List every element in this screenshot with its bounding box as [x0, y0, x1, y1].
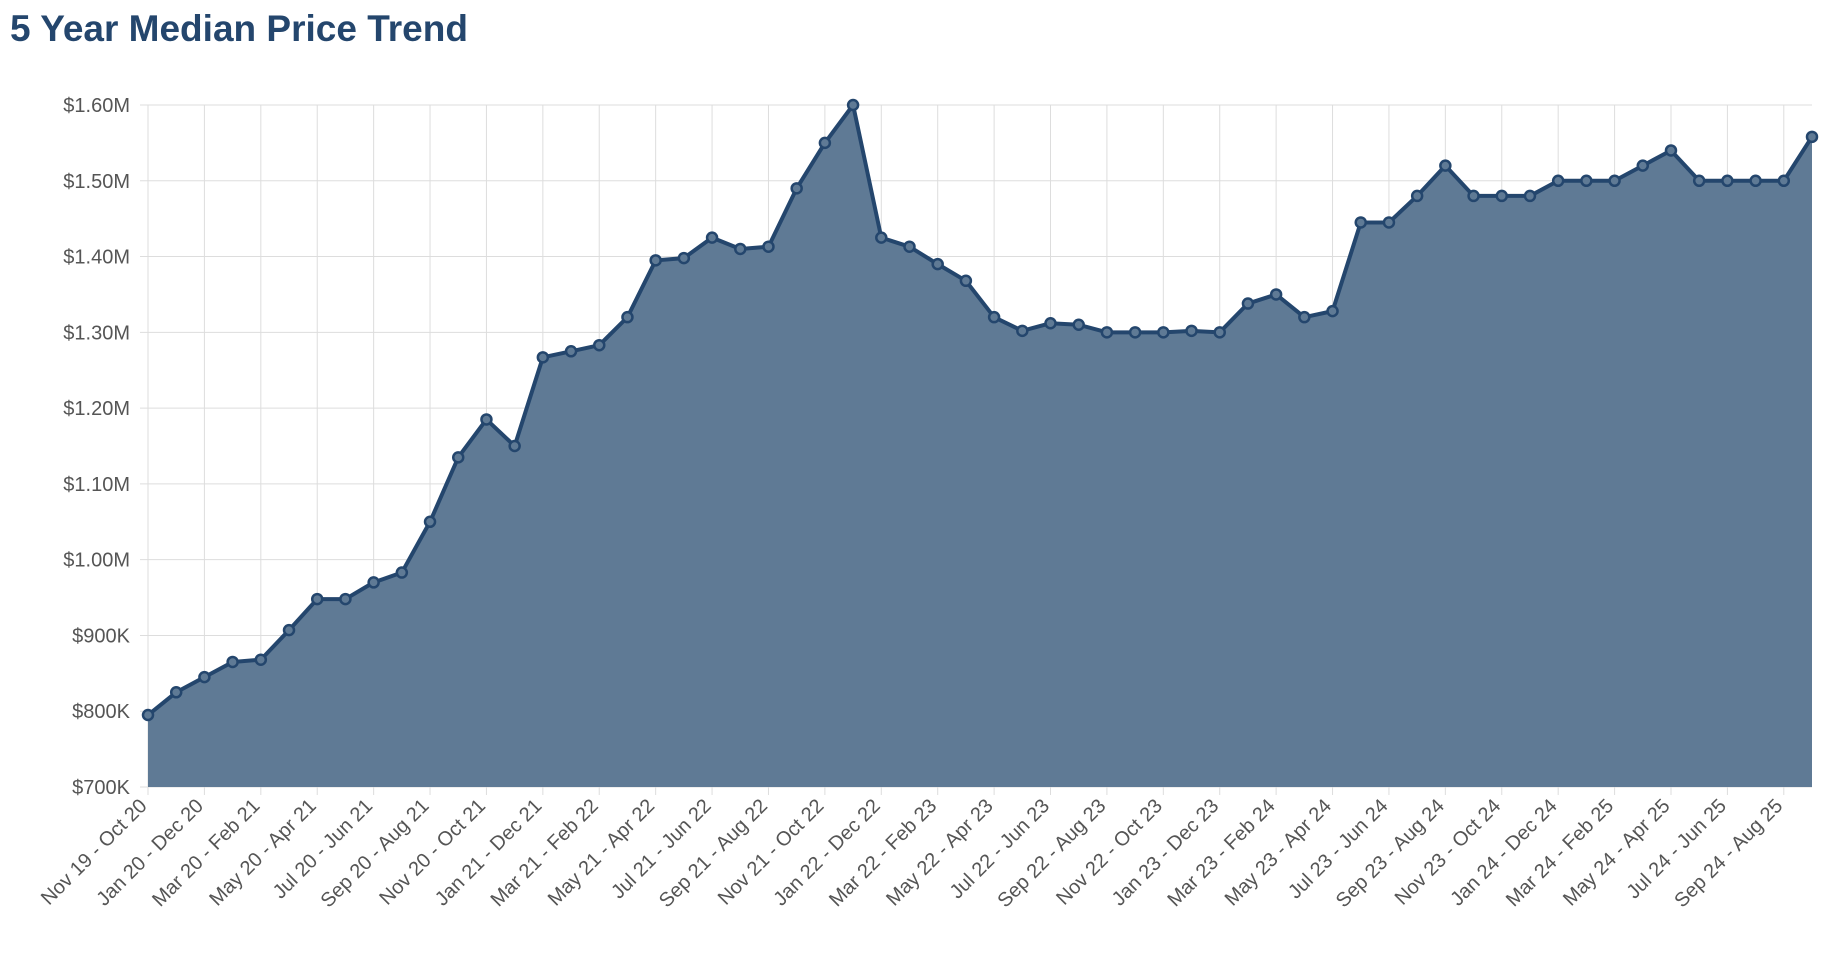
price-point[interactable] [959, 274, 973, 288]
price-point[interactable] [734, 242, 747, 256]
y-tick-label: $1.20M [63, 398, 130, 420]
price-point[interactable] [141, 708, 155, 722]
x-tick-label: Jul 20 - Jun 21 [269, 795, 377, 903]
price-point[interactable] [1241, 297, 1255, 310]
price-point[interactable] [1495, 189, 1509, 203]
price-point[interactable] [395, 566, 409, 579]
price-point[interactable] [1326, 304, 1339, 318]
price-point[interactable] [169, 686, 183, 699]
price-point[interactable] [818, 136, 832, 150]
x-tick-label: Jul 24 - Jun 25 [1623, 795, 1731, 903]
price-point[interactable] [536, 351, 550, 364]
y-tick-label: $1.00M [63, 550, 130, 572]
price-point[interactable] [508, 439, 521, 453]
price-point[interactable] [1749, 174, 1762, 188]
price-point[interactable] [1072, 318, 1085, 332]
price-point[interactable] [254, 653, 268, 666]
y-axis: $700K $800K $900K $1.00M $1.10M $1.20M $1.30M $… [63, 95, 130, 799]
price-point[interactable] [310, 592, 324, 606]
chart-title: 5 Year Median Price Trend [10, 8, 468, 49]
price-point[interactable] [1608, 174, 1621, 188]
price-point[interactable] [987, 310, 1001, 324]
price-point[interactable] [226, 655, 239, 669]
price-point[interactable] [1551, 174, 1565, 188]
price-point[interactable] [593, 338, 606, 352]
price-point[interactable] [1636, 159, 1650, 172]
price-point[interactable] [423, 515, 437, 529]
price-point[interactable] [1805, 130, 1819, 144]
price-point[interactable] [1100, 326, 1114, 339]
price-point[interactable] [1044, 316, 1057, 330]
price-point[interactable] [762, 240, 775, 253]
price-point[interactable] [705, 231, 719, 244]
price-area [148, 105, 1812, 787]
price-point[interactable] [1721, 174, 1734, 188]
price-point[interactable] [1523, 189, 1537, 203]
price-point[interactable] [339, 592, 352, 606]
y-tick-label: $700K [72, 777, 130, 799]
y-tick-label: $800K [72, 701, 130, 723]
price-point[interactable] [875, 231, 888, 244]
y-tick-label: $1.60M [63, 95, 130, 117]
price-point[interactable] [1580, 174, 1593, 188]
price-point[interactable] [1128, 326, 1142, 339]
price-points-layer [141, 98, 1819, 722]
price-point[interactable] [1410, 189, 1424, 203]
price-point[interactable] [1664, 144, 1678, 157]
price-point[interactable] [1692, 174, 1706, 188]
y-tick-label: $900K [72, 625, 130, 647]
price-point[interactable] [480, 413, 493, 426]
y-tick-label: $1.50M [63, 171, 130, 193]
x-tick-label: Jul 23 - Jun 24 [1284, 795, 1392, 903]
price-point[interactable] [1016, 324, 1029, 338]
price-point[interactable] [1298, 310, 1311, 324]
price-point[interactable] [1157, 326, 1170, 339]
price-point[interactable] [451, 451, 465, 464]
y-tick-label: $1.10M [63, 474, 130, 496]
price-point[interactable] [564, 345, 578, 358]
price-point[interactable] [282, 623, 296, 637]
x-tick-label: Jul 21 - Jun 22 [607, 795, 715, 903]
price-point[interactable] [1269, 288, 1283, 301]
price-point[interactable] [931, 257, 944, 271]
price-point[interactable] [1185, 324, 1198, 338]
price-point[interactable] [621, 310, 634, 324]
price-point[interactable] [1213, 326, 1226, 339]
price-point[interactable] [1467, 189, 1480, 203]
price-point[interactable] [677, 251, 691, 265]
price-point[interactable] [903, 240, 916, 253]
price-point[interactable] [649, 254, 662, 267]
price-point[interactable] [1439, 159, 1452, 172]
y-tick-label: $1.40M [63, 247, 130, 269]
price-point[interactable] [846, 98, 860, 112]
price-point[interactable] [790, 182, 803, 195]
x-tick-label: Jul 22 - Jun 23 [946, 795, 1054, 903]
y-tick-label: $1.30M [63, 322, 130, 344]
price-point[interactable] [367, 576, 380, 589]
price-point[interactable] [1382, 216, 1396, 229]
price-point[interactable] [1354, 216, 1367, 229]
price-point[interactable] [198, 670, 211, 684]
price-point[interactable] [1777, 174, 1791, 188]
price-area-layer [146, 103, 1814, 787]
